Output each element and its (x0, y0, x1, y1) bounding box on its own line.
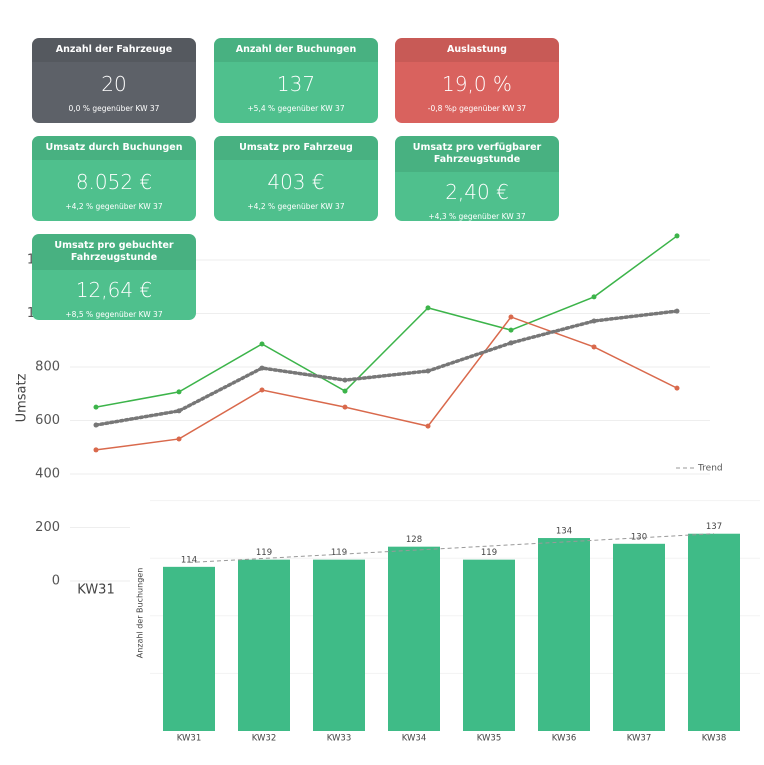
bar (538, 538, 590, 731)
x-tick-label: KW38 (702, 734, 727, 744)
card-title: Umsatz pro verfügbarer Fahrzeugstunde (395, 136, 559, 172)
value-label: 130 (631, 532, 647, 542)
x-tick-label: KW32 (252, 734, 277, 744)
card-change: +5,4 % gegenüber KW 37 (247, 104, 345, 113)
card-change: -0,8 %p gegenüber KW 37 (427, 104, 527, 113)
card-change: +4,3 % gegenüber KW 37 (428, 212, 526, 221)
bar (163, 566, 215, 731)
point (93, 404, 99, 410)
card-value: 403 € (267, 170, 325, 194)
card-change: +8,5 % gegenüber KW 37 (65, 310, 163, 319)
point (591, 318, 597, 324)
point (425, 305, 431, 311)
card-value: 2,40 € (445, 180, 509, 204)
kpi-card: Anzahl der Fahrzeuge 20 0,0 % gegenüber KW… (32, 38, 196, 123)
card-title: Umsatz durch Buchungen (32, 136, 196, 160)
point (674, 233, 680, 239)
series-line (95, 316, 678, 451)
point (176, 408, 182, 414)
point (93, 422, 99, 428)
point (342, 388, 348, 394)
point (508, 327, 514, 333)
point (342, 404, 348, 410)
x-tick-label: KW33 (327, 734, 352, 744)
value-label: 137 (706, 522, 722, 532)
trend-line (188, 533, 715, 564)
y-axis-title: Anzahl der Buchungen (136, 568, 145, 659)
y-tick-label: 600 (35, 413, 60, 428)
point (342, 377, 348, 383)
bar (238, 559, 290, 731)
point (591, 344, 597, 350)
card-title: Anzahl der Buchungen (214, 38, 378, 62)
value-label: 134 (556, 527, 572, 537)
legend-label: Trend (697, 464, 723, 474)
x-tick-label: KW37 (627, 734, 652, 744)
series-line (95, 235, 678, 408)
kpi-card: Auslastung 19,0 % -0,8 %p gegenüber KW 37 (395, 38, 559, 123)
card-change: +4,2 % gegenüber KW 37 (247, 202, 345, 211)
point (674, 385, 680, 391)
bar (463, 559, 515, 731)
kpi-card: Umsatz durch Buchungen 8.052 € +4,2 % gege… (32, 136, 196, 221)
y-tick-label: 200 (35, 520, 60, 535)
y-tick-label: 400 (35, 467, 60, 482)
value-label: 119 (331, 548, 347, 558)
point (259, 341, 265, 347)
x-tick-label: KW36 (552, 734, 577, 744)
card-change: +4,2 % gegenüber KW 37 (65, 202, 163, 211)
kpi-card: Anzahl der Buchungen 137 +5,4 % gegenüber … (214, 38, 378, 123)
card-title: Umsatz pro Fahrzeug (214, 136, 378, 160)
value-label: 114 (181, 555, 197, 565)
x-tick-label: KW31 (77, 583, 114, 598)
kpi-card: Umsatz pro gebuchter Fahrzeugstunde 12,64… (32, 234, 196, 320)
bar (613, 543, 665, 731)
point (425, 423, 431, 429)
x-tick-label: KW31 (177, 734, 202, 744)
card-title: Anzahl der Fahrzeuge (32, 38, 196, 62)
card-title: Umsatz pro gebuchter Fahrzeugstunde (32, 234, 196, 270)
point (591, 294, 597, 300)
point (425, 368, 431, 374)
card-value: 8.052 € (75, 170, 153, 194)
value-label: 119 (481, 548, 497, 558)
point (176, 389, 182, 395)
point (674, 308, 680, 314)
y-axis-title: Umsatz (15, 373, 30, 422)
point (93, 447, 99, 453)
point (508, 314, 514, 320)
bar (688, 533, 740, 731)
bar (388, 546, 440, 731)
x-tick-label: KW34 (402, 734, 427, 744)
chart-background (130, 495, 764, 750)
value-label: 119 (256, 548, 272, 558)
y-tick-label: 800 (35, 360, 60, 375)
kpi-card: Umsatz pro verfügbarer Fahrzeugstunde 2,4… (395, 136, 559, 221)
point (176, 436, 182, 442)
card-change: 0,0 % gegenüber KW 37 (68, 104, 160, 113)
card-title: Auslastung (395, 38, 559, 62)
card-value: 19,0 % (442, 72, 512, 96)
card-value: 12,64 € (75, 278, 153, 302)
point (508, 340, 514, 346)
y-tick-label: 0 (52, 574, 60, 589)
card-value: 20 (101, 72, 127, 96)
value-label: 128 (406, 535, 422, 545)
series-line (94, 309, 679, 427)
kpi-card: Umsatz pro Fahrzeug 403 € +4,2 % gegenüber… (214, 136, 378, 221)
bar (313, 559, 365, 731)
x-tick-label: KW35 (477, 734, 502, 744)
point (259, 387, 265, 393)
card-value: 137 (276, 72, 316, 96)
bar-chart: Anzahl der Buchungen 114 KW31 119 KW32 119 KW3… (130, 495, 764, 750)
point (259, 365, 265, 371)
